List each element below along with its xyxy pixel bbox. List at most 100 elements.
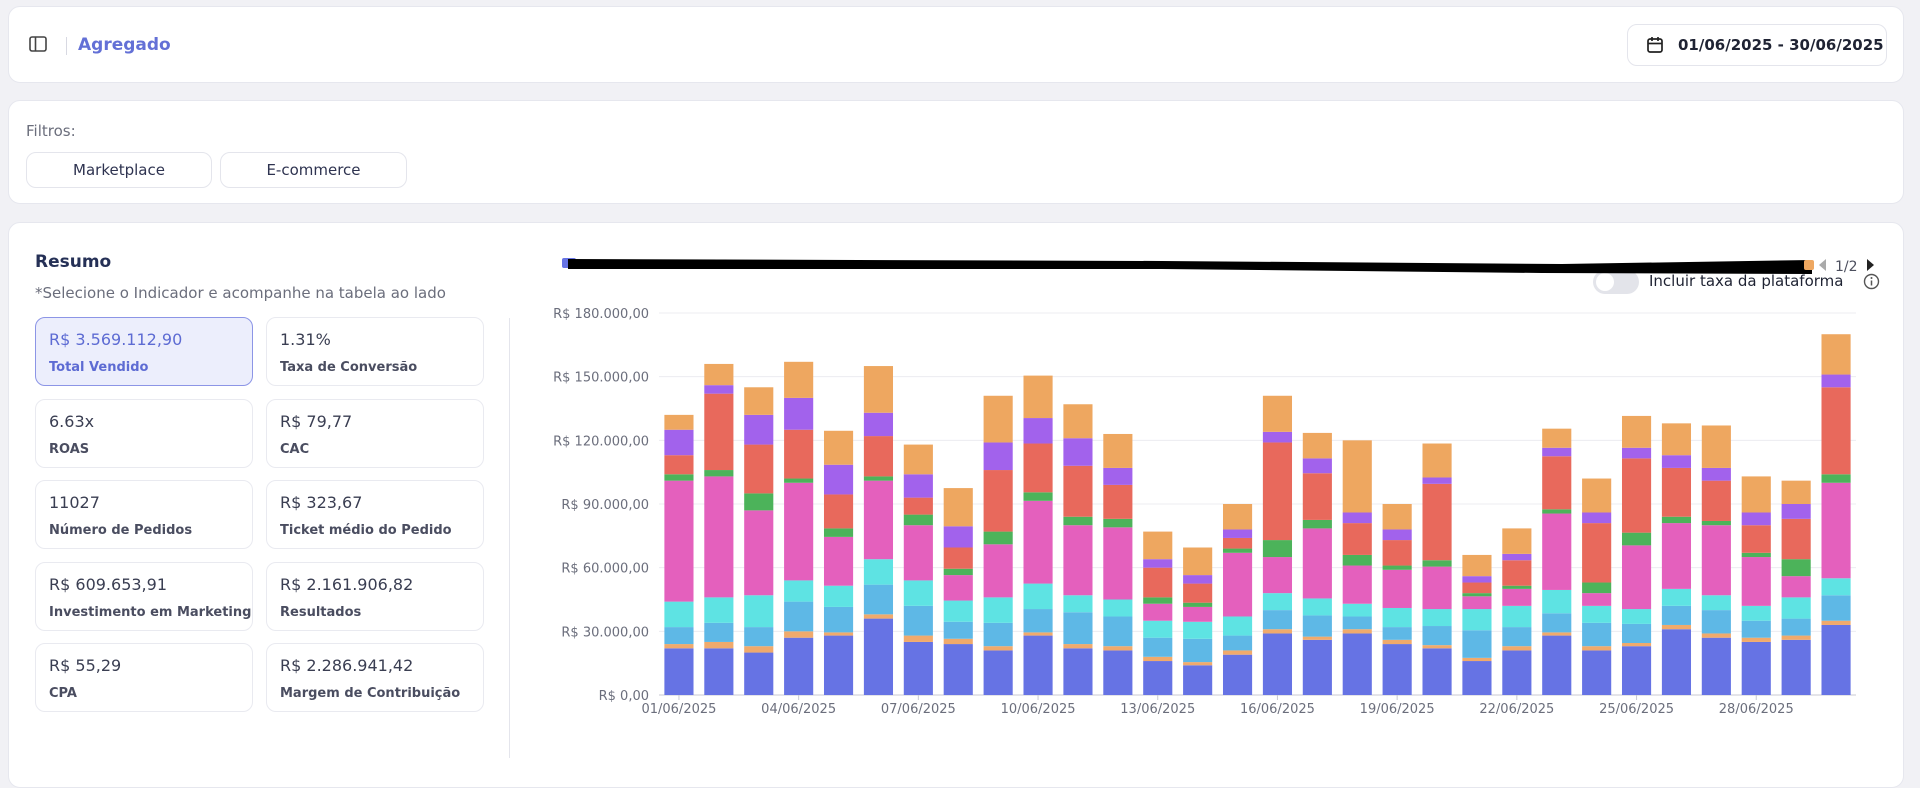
bar-segment — [1582, 650, 1612, 695]
bar-segment — [1542, 613, 1572, 633]
kpi-label: Ticket médio do Pedido — [280, 523, 452, 538]
bar-segment — [903, 514, 933, 526]
header-card: Agregado 01/06/2025 - 30/06/2025 — [8, 6, 1904, 83]
bar-segment — [903, 641, 933, 695]
bar-segment — [1502, 588, 1532, 606]
bar-segment — [744, 595, 774, 628]
bar-segment — [1661, 624, 1692, 630]
bar-segment — [744, 387, 774, 415]
bar-segment — [1661, 455, 1692, 468]
bar-segment — [1422, 645, 1452, 649]
bar-segment — [1422, 560, 1452, 567]
bar-segment — [1262, 540, 1293, 558]
bar-segment — [863, 584, 894, 615]
bar-segment — [1222, 529, 1253, 538]
bar-segment — [744, 444, 774, 494]
bar-segment — [1222, 548, 1253, 553]
bar-segment — [1302, 636, 1332, 640]
bar-segment — [1781, 518, 1811, 560]
bar-segment — [1462, 609, 1492, 631]
bar-segment — [943, 547, 973, 569]
platform-fee-label: Incluir taxa da plataforma — [1649, 272, 1844, 290]
kpi-value: 6.63x — [49, 412, 95, 431]
bar-segment — [1063, 648, 1093, 695]
prev-page-icon[interactable] — [1817, 258, 1827, 276]
kpi-investimento-marketing[interactable]: R$ 609.653,91 Investimento em Marketing — [35, 562, 253, 631]
bar-segment — [1302, 458, 1332, 474]
bar-segment — [1781, 618, 1811, 636]
kpi-cac[interactable]: R$ 79,77 CAC — [266, 399, 484, 468]
bar-segment — [1342, 629, 1372, 634]
kpi-roas[interactable]: 6.63x ROAS — [35, 399, 253, 468]
bar-segment — [823, 606, 854, 633]
bar-segment — [943, 600, 973, 622]
kpi-cpa[interactable]: R$ 55,29 CPA — [35, 643, 253, 712]
filter-ecommerce-button[interactable]: E-commerce — [220, 152, 407, 188]
info-icon[interactable] — [1863, 273, 1880, 294]
bar-segment — [863, 412, 894, 437]
bar-segment — [704, 622, 734, 642]
bar-segment — [664, 429, 694, 456]
kpi-value: R$ 2.161.906,82 — [280, 575, 414, 594]
bar-segment — [1342, 554, 1372, 566]
y-tick-label: R$ 30.000,00 — [561, 625, 649, 640]
bar-segment — [823, 528, 854, 537]
bar-segment — [1023, 418, 1053, 444]
kpi-taxa-conversao[interactable]: 1.31% Taxa de Conversão — [266, 317, 484, 386]
bar-segment — [1821, 474, 1851, 483]
bar-segment — [1422, 609, 1452, 627]
bar-segment — [784, 637, 814, 695]
bar-segment — [1542, 589, 1572, 614]
bar-segment — [983, 544, 1013, 598]
bar-segment — [784, 478, 814, 483]
bar-segment — [903, 580, 933, 606]
kpi-resultados[interactable]: R$ 2.161.906,82 Resultados — [266, 562, 484, 631]
bar-segment — [1621, 623, 1652, 644]
bar-segment — [863, 366, 894, 413]
bar-segment — [1183, 606, 1213, 622]
bar-segment — [1462, 593, 1492, 597]
bar-segment — [1063, 612, 1093, 645]
x-tick-label: 22/06/2025 — [1479, 702, 1554, 717]
bar-segment — [1262, 431, 1293, 443]
bar-segment — [1502, 553, 1532, 561]
bar-segment — [1741, 476, 1771, 513]
bar-segment — [1222, 552, 1253, 617]
kpi-margem-contribuicao[interactable]: R$ 2.286.941,42 Margem de Contribuição — [266, 643, 484, 712]
bar-segment — [1542, 456, 1572, 510]
bar-segment — [903, 497, 933, 515]
kpi-ticket-medio[interactable]: R$ 323,67 Ticket médio do Pedido — [266, 480, 484, 549]
bar-segment — [1422, 648, 1452, 695]
kpi-label: Número de Pedidos — [49, 523, 193, 538]
kpi-numero-pedidos[interactable]: 11027 Número de Pedidos — [35, 480, 253, 549]
bar-segment — [1821, 334, 1851, 375]
kpi-total-vendido[interactable]: R$ 3.569.112,90 Total Vendido — [35, 317, 253, 386]
pager-label: 1/2 — [1835, 259, 1858, 275]
bar-segment — [784, 361, 814, 398]
bar-segment — [1701, 467, 1731, 481]
bar-segment — [784, 601, 814, 632]
bar-segment — [1741, 552, 1771, 558]
bar-segment — [1302, 519, 1332, 529]
bar-segment — [1302, 598, 1332, 616]
bar-segment — [1661, 629, 1692, 695]
bar-segment — [1382, 540, 1412, 566]
filter-marketplace-button[interactable]: Marketplace — [26, 152, 212, 188]
summary-subtitle: *Selecione o Indicador e acompanhe na ta… — [35, 284, 446, 302]
bar-segment — [983, 622, 1013, 647]
next-page-icon[interactable] — [1866, 258, 1876, 276]
bar-segment — [823, 464, 854, 495]
bar-segment — [1143, 559, 1173, 568]
bar-segment — [704, 597, 734, 623]
bar-segment — [1382, 607, 1412, 628]
bar-segment — [1741, 605, 1771, 621]
date-range-picker[interactable]: 01/06/2025 - 30/06/2025 — [1627, 24, 1887, 66]
bar-segment — [664, 474, 694, 481]
bar-segment — [1661, 467, 1692, 517]
x-tick-label: 13/06/2025 — [1120, 702, 1195, 717]
platform-fee-toggle[interactable] — [1593, 270, 1639, 294]
bar-segment — [903, 444, 933, 475]
bar-segment — [1063, 438, 1093, 466]
sidebar-toggle-icon[interactable] — [29, 36, 51, 56]
bar-segment — [1023, 500, 1053, 584]
